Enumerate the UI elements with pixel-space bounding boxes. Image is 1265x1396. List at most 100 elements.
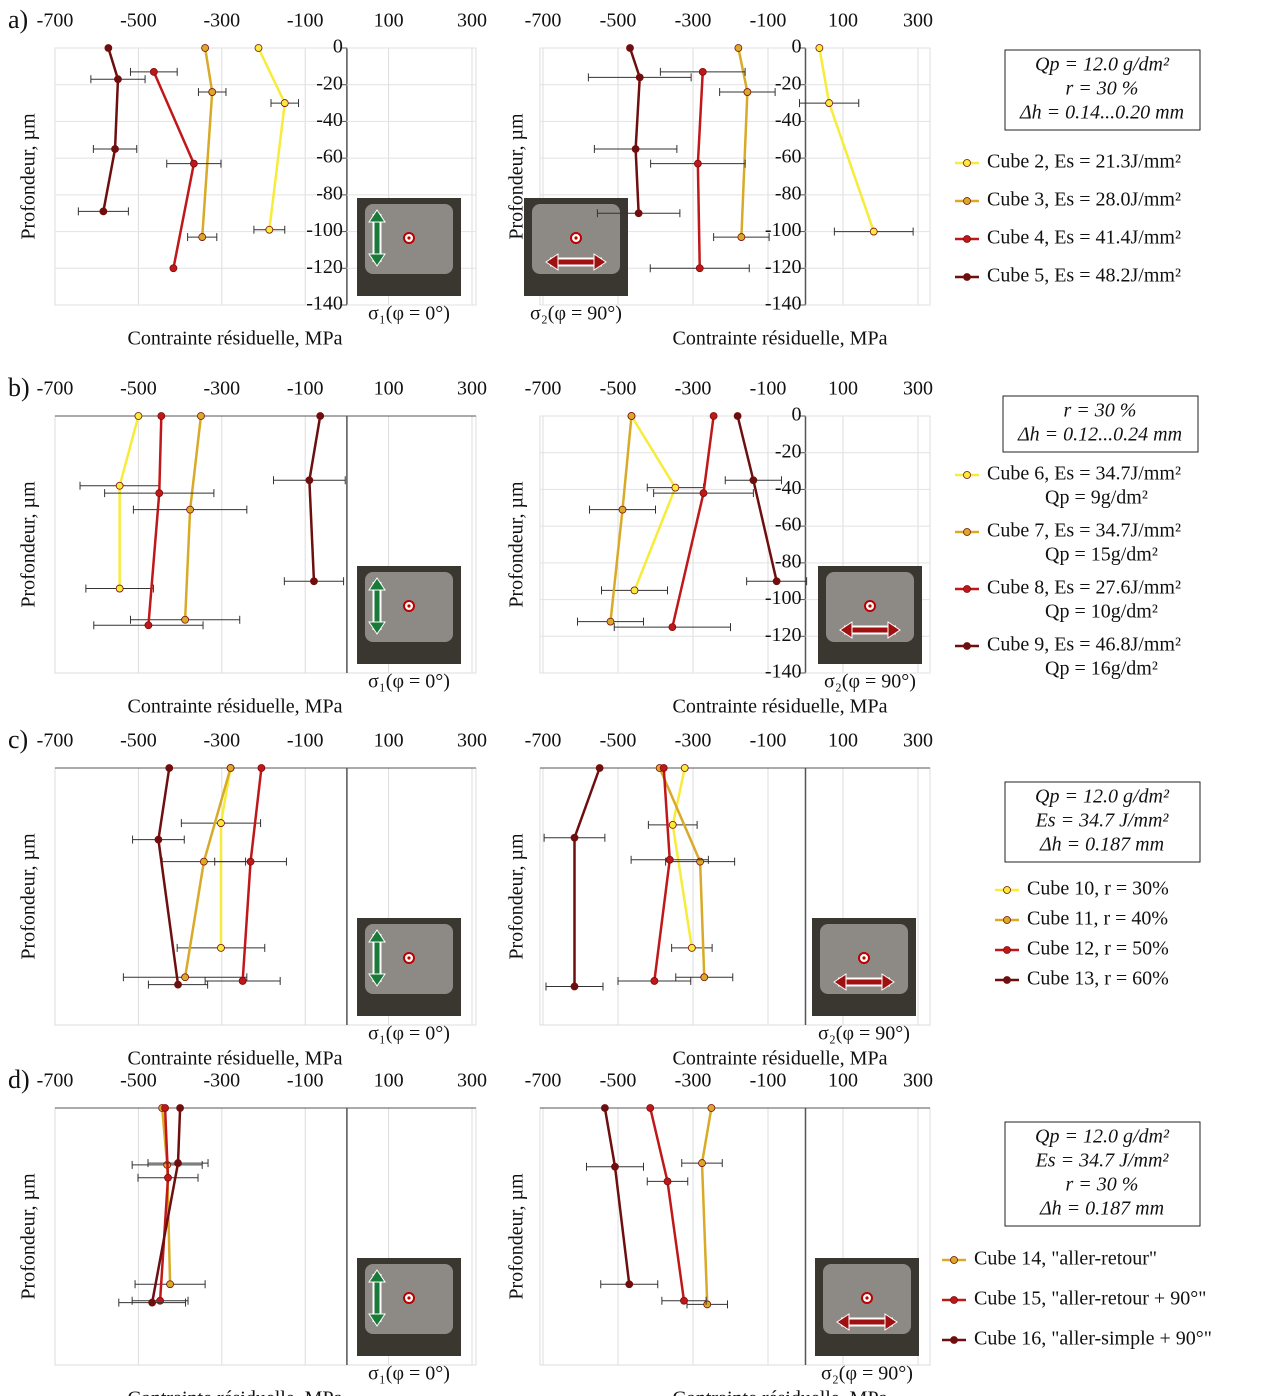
arrow-head	[368, 577, 386, 635]
sample-dot-center	[407, 604, 411, 608]
x-tick-label: 300	[903, 1070, 933, 1092]
data-point	[166, 1280, 174, 1289]
series-line	[308, 415, 322, 582]
x-tick-label: -700	[525, 730, 562, 752]
data-point	[699, 489, 708, 498]
info-line: Qp = 12.0 g/dm²	[1035, 1126, 1170, 1148]
legend-note: Qp = 15g/dm²	[1045, 544, 1158, 566]
data-point	[815, 44, 824, 52]
legend-label: Cube 12, r = 50%	[1027, 938, 1169, 960]
data-point	[149, 67, 158, 76]
x-tick-label: 300	[457, 10, 487, 32]
data-point	[695, 264, 704, 273]
y-tick-label: -20	[775, 72, 802, 94]
data-point	[104, 44, 113, 52]
data-point	[650, 977, 659, 985]
x-tick-label: -100	[287, 730, 324, 752]
data-point	[164, 1173, 172, 1182]
y-tick-label: -120	[765, 256, 802, 278]
x-tick-label: -300	[203, 730, 240, 752]
series-line	[671, 767, 694, 949]
data-point	[606, 617, 615, 626]
legend-marker	[963, 585, 971, 593]
data-point	[772, 577, 781, 586]
data-point	[737, 233, 746, 241]
y-tick-label: -80	[775, 182, 802, 204]
arrow-head	[839, 621, 901, 639]
legend-label: Cube 6, Es = 34.7J/mm²	[987, 463, 1181, 485]
y-axis-title: Profondeur, µm	[506, 481, 528, 608]
y-axis-title: Profondeur, µm	[18, 481, 40, 608]
y-tick-label: -80	[316, 182, 343, 204]
legend-label: Cube 9, Es = 46.8J/mm²	[987, 634, 1181, 656]
data-point	[743, 88, 752, 96]
x-tick-label: -500	[120, 10, 157, 32]
data-point	[99, 207, 108, 216]
series-line	[736, 415, 778, 582]
info-box	[1002, 395, 1199, 453]
arrow-head	[368, 209, 386, 267]
stress-direction-label: σ₂(φ = 90°)	[821, 1363, 913, 1385]
data-point	[115, 584, 124, 593]
x-tick-label: -100	[750, 730, 787, 752]
data-point	[181, 973, 190, 982]
legend-label: Cube 15, "aller-retour + 90°"	[974, 1288, 1206, 1310]
data-point	[157, 412, 166, 420]
data-point	[631, 145, 640, 153]
x-tick-label: -100	[750, 10, 787, 32]
data-point	[595, 764, 604, 772]
data-point	[611, 1162, 619, 1171]
x-tick-label: -300	[675, 1070, 712, 1092]
data-point	[698, 1159, 706, 1167]
data-point	[174, 1159, 182, 1167]
x-tick-label: -500	[120, 730, 157, 752]
stress-direction-label: σ₂(φ = 90°)	[530, 303, 622, 325]
data-point	[733, 412, 742, 420]
sample-dot-center	[407, 956, 411, 960]
data-point	[254, 44, 263, 52]
data-point	[265, 225, 274, 234]
legend-label: Cube 16, "aller-simple + 90°"	[974, 1328, 1212, 1350]
panel-label: b)	[8, 373, 30, 402]
series-line	[700, 1107, 713, 1305]
info-line: r = 30 %	[1066, 78, 1139, 100]
y-tick-label: -20	[316, 72, 343, 94]
info-line: r = 30 %	[1064, 400, 1137, 422]
y-tick-label: -40	[775, 109, 802, 131]
x-tick-label: 100	[828, 1070, 858, 1092]
x-axis-title: Contrainte résiduelle, MPa	[128, 1048, 343, 1070]
series-line	[696, 71, 704, 269]
data-point	[693, 159, 702, 168]
data-point	[659, 764, 668, 772]
series-line	[818, 47, 875, 232]
y-axis-title: Profondeur, µm	[506, 113, 528, 240]
x-tick-label: -500	[120, 1070, 157, 1092]
info-box	[1004, 781, 1201, 863]
series-line	[603, 1107, 631, 1285]
data-point	[144, 621, 153, 630]
x-tick-label: 300	[903, 10, 933, 32]
data-point	[687, 944, 696, 952]
y-tick-label: -100	[765, 587, 802, 609]
info-line: Δh = 0.14...0.20 mm	[1019, 102, 1184, 124]
data-point	[698, 67, 707, 76]
y-tick-label: 0	[792, 404, 802, 426]
y-axis-title: Profondeur, µm	[18, 833, 40, 960]
arrow-head	[836, 1313, 898, 1331]
info-line: Es = 34.7 J/mm²	[1035, 1150, 1170, 1172]
data-point	[700, 973, 709, 982]
data-point	[257, 764, 266, 772]
x-tick-label: -700	[37, 378, 74, 400]
data-point	[156, 1296, 164, 1305]
x-tick-label: -700	[37, 730, 74, 752]
x-tick-label: -300	[203, 378, 240, 400]
y-tick-label: -60	[316, 146, 343, 168]
legend-label: Cube 14, "aller-retour"	[974, 1248, 1157, 1270]
x-tick-label: -500	[600, 730, 637, 752]
y-tick-label: -140	[765, 293, 802, 315]
data-point	[749, 476, 758, 485]
x-tick-label: -300	[675, 10, 712, 32]
y-tick-label: -120	[306, 256, 343, 278]
legend-note: Qp = 10g/dm²	[1045, 601, 1158, 623]
legend-marker	[950, 1256, 958, 1264]
